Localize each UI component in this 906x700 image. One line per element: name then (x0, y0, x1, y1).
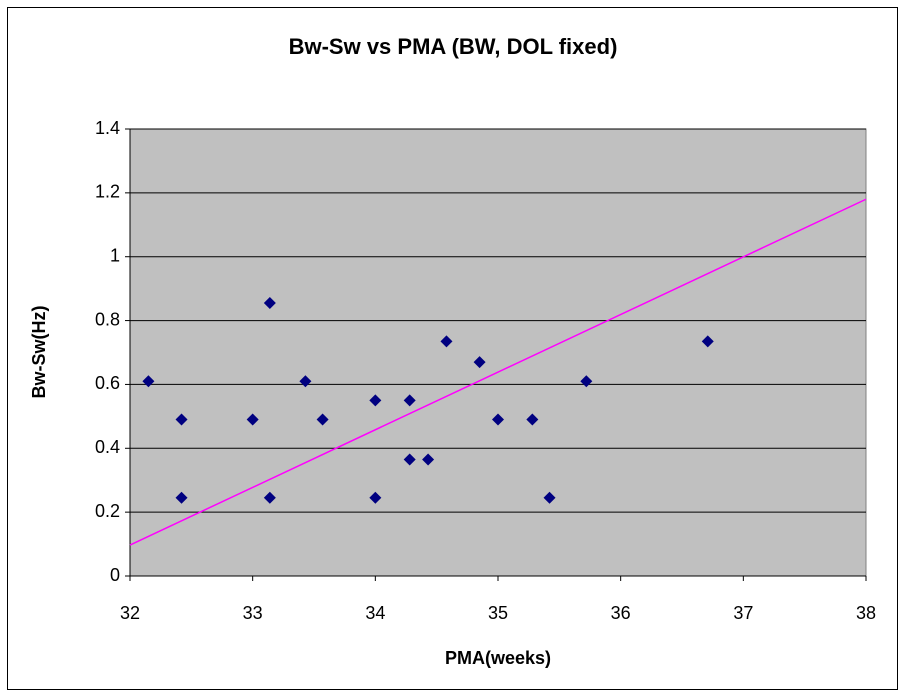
point (473, 356, 486, 369)
trendline (129, 198, 867, 546)
point (543, 491, 556, 504)
plot-area (129, 128, 867, 577)
point (422, 453, 435, 466)
x-tick-label: 37 (733, 603, 753, 623)
point (175, 413, 188, 426)
x-tick-label: 36 (611, 603, 631, 623)
point (369, 491, 382, 504)
y-tick-label: 0 (110, 565, 120, 585)
y-tick-label: 1.2 (95, 182, 120, 202)
y-tick-label: 0.8 (95, 309, 120, 329)
y-tick-label: 0.4 (95, 437, 120, 457)
chart-title: Bw-Sw vs PMA (BW, DOL fixed) (289, 34, 618, 59)
y-tick-label: 1.4 (95, 118, 120, 138)
y-tick-label: 0.6 (95, 373, 120, 393)
x-tick-label: 32 (120, 603, 140, 623)
point (175, 491, 188, 504)
point (403, 453, 416, 466)
x-tick-label: 34 (365, 603, 385, 623)
point (246, 413, 259, 426)
x-tick-label: 33 (243, 603, 263, 623)
y-axis-label: Bw-Sw(Hz) (29, 306, 49, 399)
point (142, 375, 155, 388)
point (492, 413, 504, 426)
point (403, 394, 416, 407)
x-tick-label: 35 (488, 603, 508, 623)
point (299, 375, 312, 388)
point (580, 375, 593, 388)
point (263, 491, 276, 504)
point (701, 335, 714, 348)
y-tick-label: 0.2 (95, 501, 120, 521)
point (263, 297, 276, 310)
point (440, 335, 453, 348)
point (316, 413, 329, 426)
x-axis-label: PMA(weeks) (445, 648, 551, 668)
y-tick-label: 1 (110, 245, 120, 265)
point (369, 394, 382, 407)
point (526, 413, 539, 426)
x-tick-label: 38 (856, 603, 876, 623)
